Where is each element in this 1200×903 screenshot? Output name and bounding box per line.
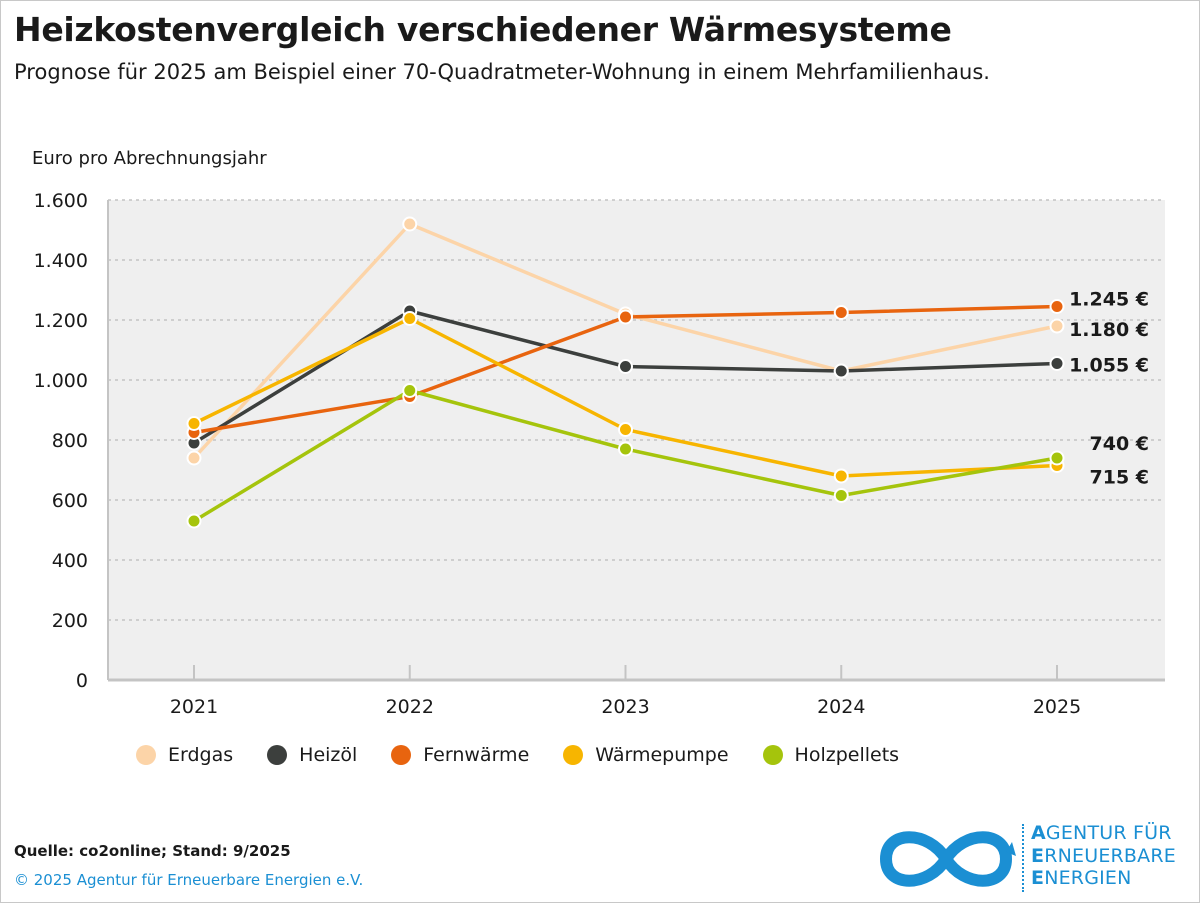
- y-axis-title: Euro pro Abrechnungsjahr: [32, 148, 267, 169]
- y-tick-label: 1.600: [34, 190, 88, 212]
- data-point-fernwärme: [618, 309, 633, 325]
- data-point-wärmepumpe: [833, 468, 849, 484]
- data-point-erdgas: [1049, 318, 1065, 334]
- data-point-erdgas: [402, 216, 418, 232]
- x-tick-label: 2023: [601, 696, 649, 718]
- y-tick-label: 1.000: [34, 370, 88, 392]
- legend-label: Wärmepumpe: [595, 744, 729, 766]
- end-value-label: 740 €: [1090, 433, 1150, 455]
- data-point-wärmepumpe: [402, 311, 418, 326]
- y-tick-label: 800: [52, 430, 88, 452]
- end-value-label: 1.055 €: [1069, 355, 1149, 377]
- legend-swatch: [267, 745, 288, 765]
- y-tick-label: 600: [52, 490, 88, 512]
- data-point-wärmepumpe: [186, 416, 202, 431]
- legend-swatch: [136, 745, 156, 765]
- legend-item-heizöl: Heizöl: [267, 744, 357, 766]
- legend-swatch: [391, 745, 412, 765]
- data-point-holzpellets: [1049, 450, 1065, 466]
- legend-label: Holzpellets: [794, 744, 900, 766]
- logo-separator: [1022, 824, 1024, 892]
- chart-legend: Erdgas Heizöl Fernwärme Wärmepumpe Holzpelle…: [136, 744, 899, 766]
- legend-swatch: [563, 745, 584, 765]
- y-tick-label: 0: [76, 670, 88, 692]
- legend-item-fernwärme: Fernwärme: [391, 744, 529, 766]
- end-value-label: 715 €: [1090, 467, 1150, 489]
- y-tick-label: 1.400: [34, 250, 88, 272]
- data-point-fernwärme: [1049, 299, 1065, 314]
- chart-title: Heizkostenvergleich verschiedener Wärmes…: [14, 10, 952, 49]
- end-value-label: 1.180 €: [1069, 319, 1149, 341]
- line-chart: 0 200 400 600 800 1.000 1.200 1.400 1.600 2021 202…: [32, 148, 1165, 718]
- data-point-heizöl: [618, 359, 633, 374]
- data-point-holzpellets: [186, 513, 202, 529]
- data-point-fernwärme: [833, 305, 849, 320]
- y-tick-label: 1.200: [34, 310, 88, 332]
- aee-infinity-logo-icon: [879, 831, 1016, 887]
- data-point-heizöl: [833, 363, 849, 379]
- x-tick-label: 2022: [386, 696, 434, 718]
- data-point-erdgas: [186, 450, 202, 466]
- chart-subtitle: Prognose für 2025 am Beispiel einer 70-Q…: [14, 60, 990, 84]
- x-tick-label: 2024: [817, 696, 865, 718]
- legend-item-holzpellets: Holzpellets: [762, 744, 900, 766]
- data-point-holzpellets: [402, 383, 418, 398]
- data-point-holzpellets: [618, 441, 633, 457]
- legend-label: Fernwärme: [423, 744, 530, 766]
- source-note: Quelle: co2online; Stand: 9/2025: [14, 842, 291, 860]
- legend-swatch: [762, 745, 783, 765]
- data-point-heizöl: [1049, 356, 1065, 371]
- end-value-label: 1.245 €: [1069, 289, 1149, 311]
- data-point-holzpellets: [833, 488, 849, 503]
- legend-label: Heizöl: [299, 744, 358, 766]
- legend-label: Erdgas: [168, 744, 234, 766]
- data-point-wärmepumpe: [618, 422, 633, 437]
- logo-wordmark: AGENTUR FÜR ERNEUERBARE ENERGIEN: [1031, 822, 1176, 889]
- legend-item-erdgas: Erdgas: [136, 744, 233, 766]
- y-tick-label: 400: [52, 550, 88, 572]
- x-tick-label: 2021: [170, 696, 218, 718]
- legend-item-wärmepumpe: Wärmepumpe: [563, 744, 729, 766]
- y-tick-label: 200: [52, 610, 88, 632]
- x-tick-label: 2025: [1033, 696, 1081, 718]
- copyright-note: © 2025 Agentur für Erneuerbare Energien …: [14, 871, 364, 889]
